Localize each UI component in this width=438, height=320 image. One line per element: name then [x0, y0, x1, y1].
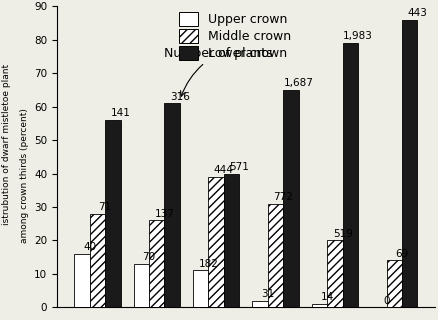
Text: 444: 444: [213, 165, 233, 175]
Bar: [252, 300, 267, 307]
Text: 69: 69: [395, 249, 408, 259]
Bar: [283, 90, 298, 307]
Bar: [401, 20, 417, 307]
Text: 182: 182: [198, 259, 218, 269]
Bar: [208, 177, 223, 307]
Bar: [74, 254, 89, 307]
Bar: [193, 270, 208, 307]
Bar: [164, 103, 180, 307]
Text: 71: 71: [98, 202, 112, 212]
Text: among crown thirds (percent): among crown thirds (percent): [20, 108, 29, 244]
Bar: [311, 304, 326, 307]
Text: 70: 70: [142, 252, 155, 262]
Text: 1,687: 1,687: [283, 78, 313, 88]
Text: 316: 316: [170, 92, 189, 102]
Text: 40: 40: [83, 242, 96, 252]
Bar: [133, 264, 149, 307]
Bar: [89, 214, 105, 307]
Bar: [149, 220, 164, 307]
Text: 519: 519: [332, 229, 352, 239]
Text: 141: 141: [110, 108, 130, 118]
Text: 1,983: 1,983: [343, 31, 372, 42]
Text: Number of plants: Number of plants: [164, 47, 272, 96]
Text: istrubution of dwarf mistletoe plant: istrubution of dwarf mistletoe plant: [2, 63, 11, 225]
Bar: [267, 204, 283, 307]
Bar: [105, 120, 120, 307]
Bar: [223, 173, 239, 307]
Text: 14: 14: [320, 292, 333, 302]
Text: 443: 443: [406, 8, 427, 18]
Text: 571: 571: [229, 162, 249, 172]
Text: 31: 31: [261, 289, 274, 299]
Bar: [386, 260, 401, 307]
Legend: Upper crown, Middle crown, Lower crown: Upper crown, Middle crown, Lower crown: [176, 10, 293, 63]
Text: 0: 0: [382, 296, 389, 306]
Bar: [326, 240, 342, 307]
Text: 137: 137: [154, 209, 174, 219]
Text: 772: 772: [273, 192, 293, 202]
Bar: [342, 43, 357, 307]
